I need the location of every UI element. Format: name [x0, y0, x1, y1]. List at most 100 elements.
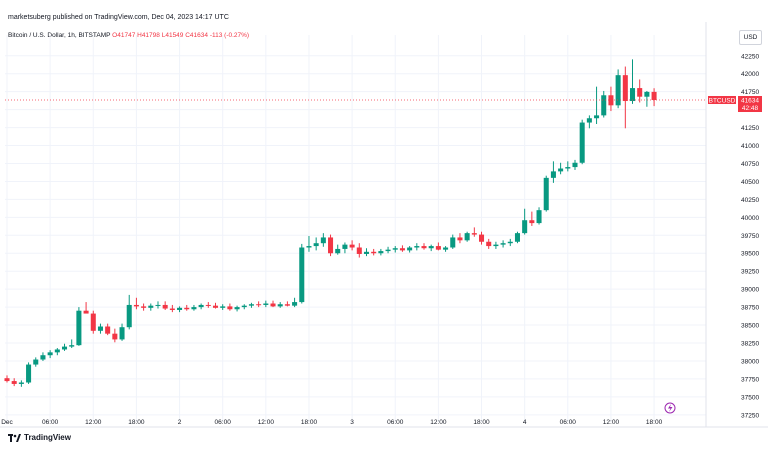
candle	[435, 242, 441, 251]
candle	[443, 246, 449, 252]
candle	[392, 246, 398, 253]
candle-body	[479, 234, 485, 242]
candle	[248, 302, 254, 308]
candle	[162, 301, 168, 310]
candle-body	[486, 241, 492, 247]
x-tick-label: 12:00	[85, 419, 102, 426]
y-tick-label: 41250	[741, 125, 759, 132]
x-tick-label: 12:00	[430, 419, 447, 426]
y-tick-label: 40750	[741, 161, 759, 168]
candle	[514, 231, 520, 244]
candle	[184, 304, 190, 311]
candle	[572, 159, 578, 170]
ohlc-open: O41747	[112, 32, 136, 39]
y-tick-label: 42250	[741, 53, 759, 60]
x-tick-label: 12:00	[603, 419, 620, 426]
x-tick-label: 18:00	[646, 419, 663, 426]
candle	[320, 233, 326, 247]
candle-body	[40, 355, 46, 360]
symbol-tag	[708, 96, 736, 105]
candle-body	[586, 118, 592, 123]
countdown-label: 42:48	[742, 105, 759, 112]
candle-body	[184, 307, 190, 310]
candle	[522, 208, 528, 235]
candle	[500, 240, 506, 248]
candle	[421, 243, 427, 250]
candle-body	[399, 248, 405, 251]
candle	[629, 59, 636, 104]
candle	[126, 294, 132, 330]
y-tick-label: 40000	[741, 215, 759, 222]
ohlc-change: -113 (-0.27%)	[209, 32, 250, 39]
x-tick-label: Dec	[1, 419, 13, 426]
y-tick-label: 37250	[741, 412, 759, 419]
candle-body	[629, 88, 636, 102]
candle-body	[11, 381, 17, 384]
candle-body	[234, 307, 240, 310]
symbol-tag-label: BTCUSD	[709, 97, 736, 104]
candle-body	[543, 177, 549, 211]
y-tick-label: 39500	[741, 251, 759, 258]
currency-button[interactable]: USD	[739, 30, 762, 45]
candle-body	[299, 247, 305, 303]
candle	[615, 69, 621, 109]
ohlc-close: C41634	[185, 32, 209, 39]
published-by-text: marketsuberg published on TradingView.co…	[8, 14, 229, 21]
candle-body	[191, 307, 197, 310]
candle-body	[558, 168, 564, 172]
candle	[608, 86, 614, 112]
candle	[622, 66, 628, 129]
candle	[26, 362, 32, 384]
candle-body	[335, 248, 341, 254]
y-tick-label: 38000	[741, 358, 759, 365]
candle-body	[112, 333, 118, 340]
candle	[256, 301, 262, 308]
candle-body	[227, 306, 233, 310]
x-tick-label: 18:00	[301, 419, 318, 426]
candle	[141, 303, 147, 311]
ohlc-high: H41798	[137, 32, 160, 39]
candle-body	[105, 326, 111, 334]
candle-body	[615, 75, 621, 106]
candle	[234, 305, 240, 312]
candle	[220, 304, 226, 310]
y-tick-label: 42000	[741, 71, 759, 78]
candle	[363, 248, 370, 257]
time-axis: Dec 06:00 12:00 18:00 2 06:00 12:00 18:00 3 06:00…	[1, 419, 662, 426]
candle-body	[292, 302, 298, 306]
candle-body	[205, 304, 211, 306]
candle	[407, 246, 413, 253]
candle	[155, 301, 161, 309]
candle-body	[177, 307, 183, 310]
price-tag	[738, 96, 762, 113]
candle	[471, 227, 477, 237]
chart-legend: Bitcoin / U.S. Dollar, 1h, BITSTAMP O417…	[8, 32, 249, 39]
y-tick-label: 40250	[741, 197, 759, 204]
candle	[205, 302, 211, 308]
candle	[105, 323, 111, 336]
candle-body	[572, 162, 578, 168]
candle	[493, 241, 499, 249]
y-tick-label: 38250	[741, 341, 759, 348]
y-tick-label: 39250	[741, 269, 759, 276]
candle	[292, 297, 298, 308]
x-tick-label: 06:00	[215, 419, 232, 426]
candle	[335, 244, 341, 255]
x-tick-label: 3	[350, 419, 354, 426]
candle	[133, 297, 139, 310]
candle-body	[83, 310, 89, 314]
candle	[644, 90, 650, 107]
candle-body	[306, 246, 312, 248]
candle	[558, 162, 564, 175]
candle-body	[62, 346, 68, 350]
candle-body	[162, 304, 168, 309]
candle-body	[644, 91, 650, 97]
candle	[112, 328, 118, 343]
y-tick-label: 39750	[741, 233, 759, 240]
candle-body	[428, 246, 434, 249]
y-tick-label: 39000	[741, 287, 759, 294]
candle-body	[594, 115, 600, 119]
candle-body	[637, 88, 643, 97]
y-tick-label: 41000	[741, 143, 759, 150]
